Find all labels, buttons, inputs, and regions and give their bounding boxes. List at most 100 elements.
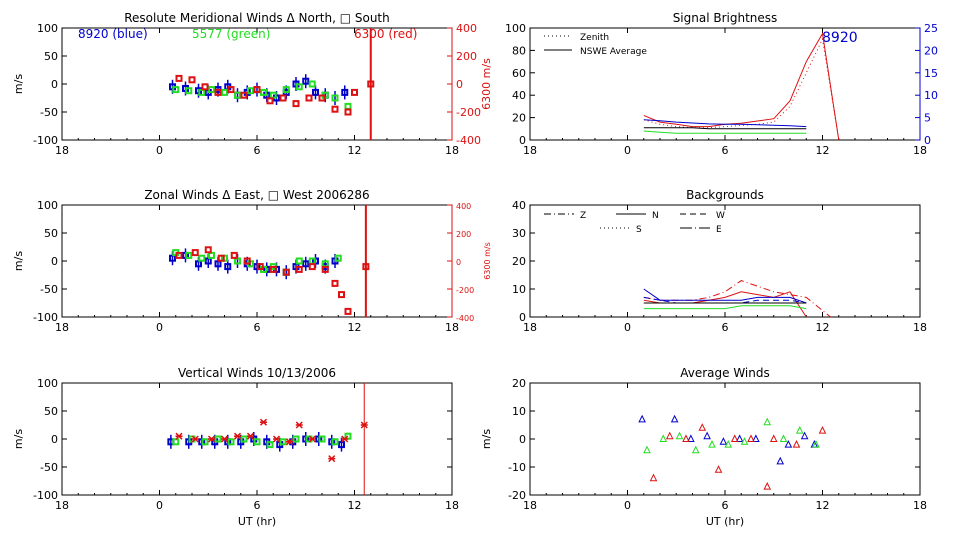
zonal-ytick-label: 50 [44, 227, 58, 240]
meridional-ytick-label: -100 [33, 134, 58, 147]
vertical-point [191, 435, 199, 443]
average-title: Average Winds [680, 366, 770, 380]
average-panel: Average Winds 18 0 6 12 18 20 10 0 -10 -20 m/s UT (h… [480, 366, 927, 528]
vertical-xtick-label: 0 [156, 499, 163, 512]
zonal-point [362, 263, 370, 271]
brightness-ytick-label: 80 [512, 44, 526, 57]
average-point [779, 434, 788, 442]
vertical-xtick-label: 6 [254, 499, 261, 512]
zonal-y2tick-label: 400 [456, 202, 471, 211]
meridional-point [302, 77, 310, 85]
brightness-y2tick-label: 15 [924, 67, 938, 80]
zonal-point [338, 291, 345, 299]
zonal-point [269, 265, 277, 273]
average-point [818, 425, 827, 434]
zonal-point [243, 257, 251, 265]
backgrounds-legend-label: N [652, 211, 659, 221]
brightness-frame [529, 27, 921, 141]
meridional-annotation: 5577 (green) [192, 27, 270, 41]
vertical-point [207, 435, 216, 443]
vertical-point [341, 435, 349, 443]
average-point [638, 414, 646, 423]
vertical-point [360, 421, 368, 429]
brightness-y2tick-label: 10 [924, 89, 938, 102]
zonal-point [198, 254, 206, 262]
meridional-point [367, 80, 375, 88]
brightness-y2tick-label: 0 [924, 134, 931, 147]
meridional-point [266, 97, 274, 105]
meridional-ytick-label: 0 [51, 78, 58, 91]
meridional-xtick-label: 6 [254, 144, 261, 157]
average-point [763, 481, 772, 490]
brightness-xtick-label: 18 [523, 144, 537, 157]
brightness-y2tick-label: 5 [924, 112, 931, 125]
backgrounds-legend-label: W [716, 211, 725, 221]
vertical-point [266, 441, 274, 449]
backgrounds-legend-label: Z [580, 211, 586, 221]
zonal-point [185, 251, 193, 259]
backgrounds-ytick-label: 20 [512, 255, 526, 268]
average-point [665, 431, 674, 440]
brightness-ytick-label: 60 [512, 67, 526, 80]
average-point [670, 414, 679, 423]
vertical-point [295, 421, 303, 429]
zonal-y2tick-label: -200 [456, 286, 474, 295]
meridional-point [312, 88, 319, 96]
average-xtick-label: 18 [913, 499, 927, 512]
average-point [675, 431, 684, 440]
zonal-y2label: 6300 m/s [483, 242, 492, 280]
brightness-ytick-label: 0 [519, 134, 526, 147]
meridional-point [318, 94, 326, 102]
zonal-point [256, 263, 264, 271]
meridional-y2tick-label: 200 [456, 50, 477, 63]
meridional-y2tick-label: -400 [456, 134, 481, 147]
zonal-y2tick-label: -400 [456, 314, 474, 323]
backgrounds-xtick-label: 6 [722, 321, 729, 334]
meridional-point [292, 100, 300, 108]
zonal-point [175, 251, 183, 259]
average-point [752, 434, 760, 442]
meridional-point [282, 86, 290, 94]
average-ylabel: m/s [480, 429, 493, 449]
meridional-y2tick-label: 400 [456, 22, 477, 35]
meridional-point [305, 94, 313, 102]
average-ytick-label: -10 [508, 461, 526, 474]
vertical-title: Vertical Winds 10/13/2006 [178, 366, 336, 380]
average-point [776, 456, 785, 465]
brightness-xtick-label: 0 [624, 144, 631, 157]
meridional-point [221, 88, 228, 96]
average-xtick-label: 0 [624, 499, 631, 512]
backgrounds-series-line [643, 288, 807, 304]
average-point [719, 437, 728, 445]
vertical-point [172, 438, 180, 446]
brightness-ytick-label: 20 [512, 112, 526, 125]
meridional-point [331, 94, 339, 102]
vertical-point [331, 438, 339, 446]
average-point [740, 437, 749, 445]
vertical-point [175, 432, 183, 440]
average-point [812, 439, 820, 448]
vertical-point [233, 432, 242, 440]
zonal-point [224, 263, 232, 271]
meridional-point [234, 91, 241, 99]
vertical-xtick-label: 18 [55, 499, 69, 512]
backgrounds-ytick-label: 30 [512, 227, 526, 240]
average-ytick-label: 0 [519, 433, 526, 446]
meridional-point [351, 88, 358, 96]
zonal-point [282, 268, 290, 276]
average-ytick-label: 20 [512, 377, 526, 390]
vertical-xtick-label: 12 [348, 499, 362, 512]
meridional-y2tick-label: -200 [456, 106, 481, 119]
average-point [763, 417, 772, 426]
meridional-point [227, 86, 235, 94]
meridional-point [208, 86, 215, 94]
vertical-xlabel: UT (hr) [238, 515, 276, 528]
meridional-panel: Resolute Meridional Winds Δ North, □ Sou… [12, 11, 493, 157]
meridional-point [308, 80, 316, 88]
vertical-point [220, 435, 229, 443]
zonal-point [295, 257, 303, 265]
vertical-ytick-label: 0 [51, 433, 58, 446]
average-point [795, 425, 804, 434]
backgrounds-series-line [643, 305, 807, 310]
